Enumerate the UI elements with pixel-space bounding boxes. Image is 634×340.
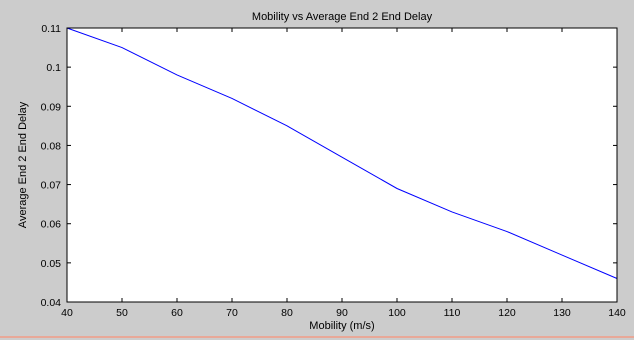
x-tick-label: 100: [388, 307, 406, 319]
y-tick-label: 0.09: [41, 101, 62, 113]
y-tick-label: 0.07: [41, 180, 62, 192]
y-tick-label: 0.1: [46, 62, 61, 74]
axes-background: [67, 28, 617, 302]
x-axis-ticks: 40 50 60 70 80 90 100 110 120 130 140: [61, 28, 626, 319]
y-tick-label: 0.06: [41, 219, 62, 231]
chart-title: Mobility vs Average End 2 End Delay: [252, 11, 433, 23]
y-axis-title: Average End 2 End Delay: [17, 101, 29, 228]
y-tick-label: 0.04: [41, 297, 62, 309]
y-tick-label: 0.05: [41, 258, 62, 270]
x-tick-label: 120: [498, 307, 516, 319]
x-tick-label: 60: [171, 307, 183, 319]
x-tick-label: 90: [336, 307, 348, 319]
y-tick-label: 0.08: [41, 140, 62, 152]
y-tick-label: 0.11: [41, 23, 61, 35]
series-line: [66, 27, 618, 279]
x-tick-label: 140: [608, 307, 626, 319]
x-tick-label: 130: [553, 307, 571, 319]
x-axis-title: Mobility (m/s): [309, 320, 374, 332]
series-layer: [66, 27, 618, 279]
x-tick-label: 80: [281, 307, 293, 319]
x-tick-label: 110: [444, 307, 461, 319]
y-axis-ticks: 0.04 0.05 0.06 0.07 0.08 0.09 0.1 0.11: [41, 23, 617, 309]
x-tick-label: 50: [116, 307, 128, 319]
x-tick-label: 40: [61, 307, 73, 319]
x-tick-label: 70: [226, 307, 238, 319]
